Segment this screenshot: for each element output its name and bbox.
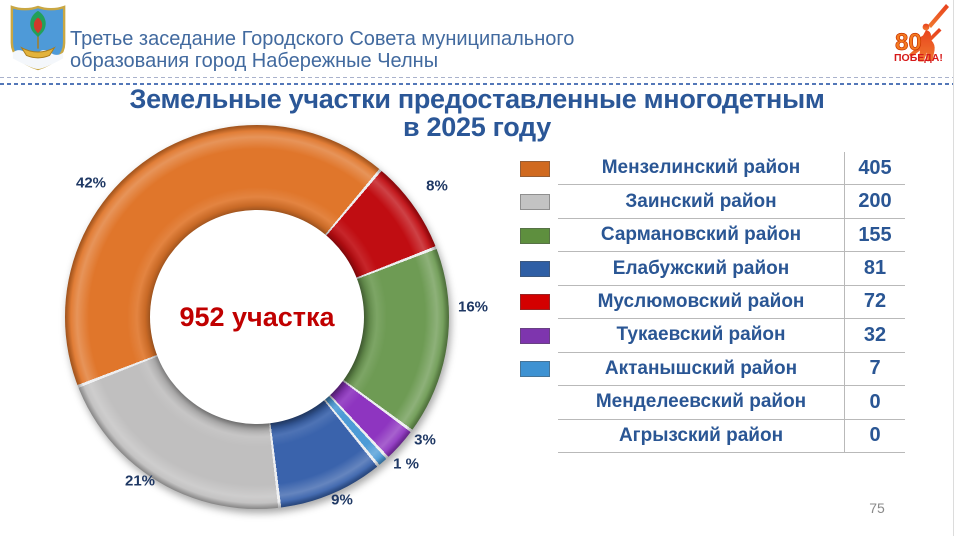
pct-label-aktanyshsky: 1 % — [393, 455, 419, 473]
district-name: Менделеевский район — [558, 386, 844, 420]
table-row: Актанышский район 7 — [512, 352, 905, 387]
swatch-muslyumovsky — [520, 294, 550, 311]
slide-title: Земельные участки предоставленные многод… — [0, 84, 954, 142]
page-number: 75 — [869, 500, 885, 516]
table-row: Елабужский район 81 — [512, 252, 905, 286]
district-value: 0 — [844, 386, 905, 420]
slide-edge-line — [953, 0, 954, 536]
donut-chart: 952 участка — [65, 125, 449, 509]
donut-center-label: 952 участка — [179, 301, 335, 332]
donut-hole: 952 участка — [150, 210, 364, 424]
district-name: Мензелинский район — [558, 152, 844, 186]
district-value: 155 — [844, 218, 905, 253]
district-value: 0 — [844, 419, 905, 453]
district-name: Заинский район — [558, 185, 844, 219]
table-row: Заинский район 200 — [512, 185, 905, 219]
victory-80-logo: 80 ПОБЕДА! — [894, 4, 949, 63]
table-row: Сармановский район 155 — [512, 218, 905, 253]
district-name: Елабужский район — [558, 252, 844, 286]
swatch-aktanyshsky — [520, 361, 550, 378]
district-value: 81 — [844, 252, 905, 286]
header-title-line2: образования город Набережные Челны — [70, 50, 439, 72]
swatch-menzelinsky — [520, 160, 550, 177]
motherland-statue-icon — [909, 4, 949, 62]
district-name: Сармановский район — [558, 219, 844, 253]
district-value: 72 — [844, 285, 905, 320]
table-row: Муслюмовский район 72 — [512, 285, 905, 320]
district-value: 7 — [844, 352, 905, 387]
swatch-sarmanovsky — [520, 227, 550, 244]
pct-label-tukaevsky: 3% — [414, 431, 436, 449]
victory-logo-label: ПОБЕДА! — [894, 52, 943, 63]
legend-table: Мензелинский район 405 Заинский район 20… — [512, 152, 905, 453]
pct-label-muslyumovsky: 8% — [426, 177, 448, 195]
district-value: 200 — [844, 185, 905, 219]
district-name: Муслюмовский район — [558, 286, 844, 320]
pct-label-elabuzhsky: 9% — [331, 491, 353, 509]
table-row: Тукаевский район 32 — [512, 319, 905, 353]
slide-title-line2: в 2025 году — [403, 111, 551, 142]
header: Третье заседание Городского Совета муниц… — [0, 0, 954, 77]
table-row: Менделеевский район 0 — [512, 386, 905, 420]
swatch-tukaevsky — [520, 327, 550, 344]
slide-title-line1: Земельные участки предоставленные многод… — [129, 84, 825, 114]
district-value: 32 — [844, 319, 905, 353]
district-value: 405 — [844, 152, 905, 186]
table-row: Агрызский район 0 — [512, 419, 905, 453]
swatch-zainsky — [520, 194, 550, 211]
district-name: Агрызский район — [558, 420, 844, 453]
header-title: Третье заседание Городского Совета муниц… — [70, 28, 630, 72]
victory-logo-number: 80 — [895, 29, 922, 56]
city-coat-of-arms-logo — [10, 5, 66, 71]
swatch-elabuzhsky — [520, 261, 550, 278]
pct-label-zainsky: 21% — [124, 472, 156, 490]
pct-label-menzelinsky: 42% — [75, 174, 107, 192]
pct-label-sarmanovsky: 16% — [457, 298, 489, 316]
district-name: Тукаевский район — [558, 319, 844, 353]
table-row: Мензелинский район 405 — [512, 152, 905, 186]
district-name: Актанышский район — [558, 353, 844, 387]
header-title-line1: Третье заседание Городского Совета муниц… — [70, 28, 575, 50]
dashed-separator — [0, 77, 954, 86]
